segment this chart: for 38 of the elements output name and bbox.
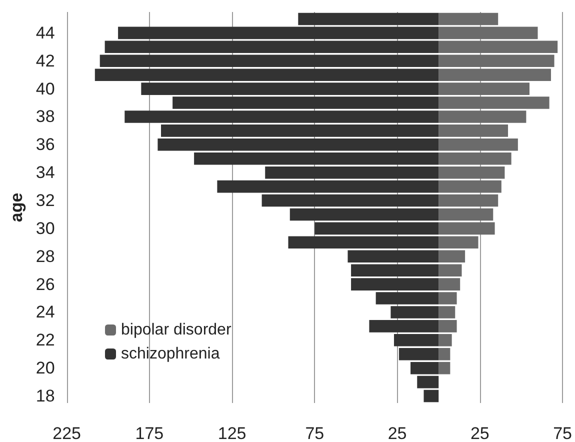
bar [438, 180, 502, 193]
y-tick-label: 18 [36, 386, 55, 406]
y-tick-label: 34 [36, 163, 55, 182]
y-tick-label: 32 [36, 191, 55, 210]
y-tick-label: 30 [36, 218, 55, 238]
x-tick-label: 25 [388, 424, 407, 442]
bar [262, 194, 439, 207]
y-tick-label: 22 [36, 330, 55, 350]
x-tick-label: 125 [218, 424, 246, 442]
y-tick-label: 42 [36, 51, 55, 70]
bar [424, 390, 439, 402]
bar [438, 208, 494, 221]
legend-label: schizophrenia [121, 346, 220, 362]
bar [438, 222, 495, 235]
x-tick-label: 175 [135, 424, 164, 442]
y-axis-title: age [7, 192, 26, 222]
bar [438, 12, 498, 26]
bar [298, 12, 439, 26]
y-tick-label: 38 [36, 107, 55, 126]
y-tick-label: 40 [36, 79, 55, 98]
x-tick-label: 25 [470, 424, 490, 442]
bar [417, 376, 439, 388]
bar [314, 222, 439, 235]
bar [438, 194, 498, 207]
y-tick-label: 24 [36, 302, 55, 322]
y-tick-label: 26 [36, 274, 55, 294]
bar [290, 208, 439, 221]
bar [217, 180, 439, 193]
y-tick-label: 36 [36, 135, 55, 154]
y-tick-label: 20 [36, 358, 55, 378]
y-tick-label: 28 [36, 246, 55, 266]
x-tick-label: 225 [52, 424, 81, 442]
y-tick-label: 44 [36, 23, 55, 42]
x-tick-label: 75 [305, 424, 324, 442]
bar [438, 26, 538, 40]
legend-label: bipolar disorder [121, 322, 232, 338]
x-tick-label: 75 [553, 424, 572, 442]
bar [118, 26, 439, 40]
